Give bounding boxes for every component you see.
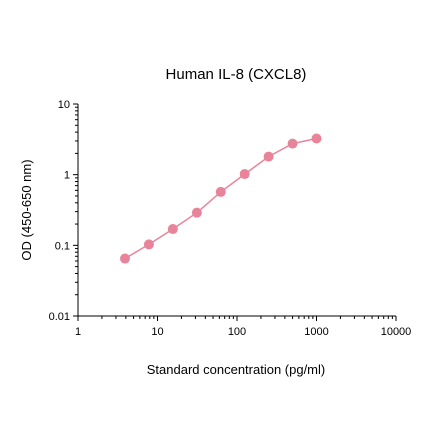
data-point [287, 138, 298, 149]
x-tick-label: 100 [228, 326, 246, 338]
axes: 1 10 100 1000 10000 0.01 0.1 1 10 [49, 99, 412, 338]
x-axis-title: Standard concentration (pg/ml) [147, 362, 325, 377]
data-point [119, 253, 130, 264]
plot-area [119, 133, 322, 264]
x-tick-label: 10 [151, 326, 163, 338]
y-tick-label: 0.1 [55, 240, 70, 252]
x-tick-label: 1000 [304, 326, 328, 338]
x-tick-label: 10000 [381, 326, 412, 338]
chart-title: Human IL-8 (CXCL8) [166, 66, 307, 83]
data-point [215, 186, 226, 197]
y-tick-label: 1 [64, 170, 70, 182]
x-tick-label: 1 [75, 326, 81, 338]
data-point [167, 224, 178, 235]
data-point [143, 239, 154, 250]
series-line [124, 137, 317, 260]
y-axis-title: OD (450-650 nm) [19, 159, 34, 260]
y-tick-label: 10 [58, 99, 70, 111]
data-point [191, 207, 202, 218]
y-tick-label: 0.01 [49, 311, 70, 323]
data-point [263, 151, 274, 162]
data-point [311, 133, 322, 144]
data-point [239, 169, 250, 180]
